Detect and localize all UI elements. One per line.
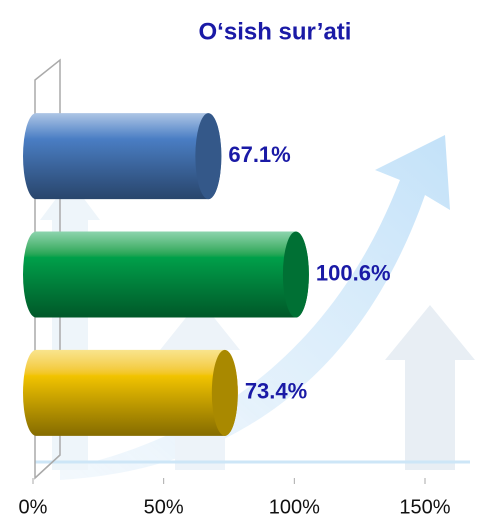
- bar-body: [23, 349, 238, 436]
- x-tick-label: 50%: [144, 496, 184, 518]
- x-tick-label: 150%: [399, 496, 450, 518]
- bar-cap: [211, 349, 238, 436]
- x-tick-label: 0%: [19, 496, 48, 518]
- bar: [23, 113, 222, 200]
- plot-frame: [34, 58, 61, 480]
- value-label: 100.6%: [316, 260, 391, 285]
- value-label: 73.4%: [245, 379, 307, 404]
- bar: [23, 231, 309, 318]
- bar: [23, 349, 238, 436]
- bar-cap: [195, 113, 222, 200]
- bar-body: [23, 113, 222, 200]
- x-tick-label: 100%: [269, 496, 320, 518]
- value-label: 67.1%: [228, 142, 290, 167]
- bar-body: [23, 231, 309, 318]
- bar-cap: [282, 231, 309, 318]
- chart-title: O‘sish sur’ati: [199, 18, 352, 45]
